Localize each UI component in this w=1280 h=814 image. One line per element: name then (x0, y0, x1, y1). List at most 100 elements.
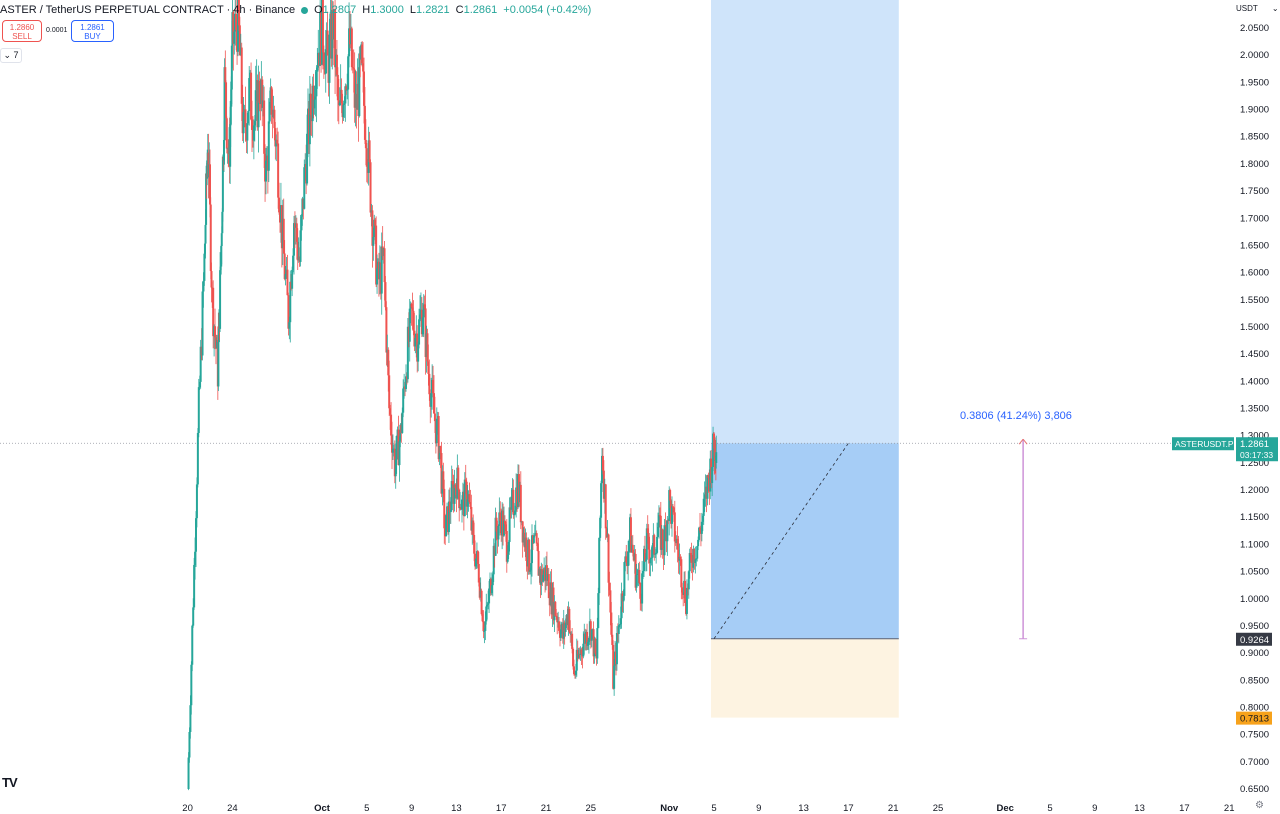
candle-body-298 (454, 484, 457, 489)
candle-body-356 (508, 507, 511, 542)
candle-body-159 (324, 49, 327, 74)
stop-badge-label: 0.7813 (1240, 714, 1269, 725)
candle-body-188 (351, 67, 354, 69)
buy-button[interactable]: 1.2861 BUY (71, 20, 114, 42)
candle-body-55 (229, 124, 232, 167)
currency-selector[interactable]: USDT ⌄ (1236, 4, 1279, 13)
candle-body-559 (698, 527, 701, 540)
candle-body-27 (209, 204, 212, 272)
candle-body-560 (699, 527, 701, 531)
candle-body-11 (197, 387, 200, 433)
candle-body-71 (242, 112, 245, 134)
symbol-title[interactable]: ASTER / TetherUS PERPETUAL CONTRACT · 4h… (0, 4, 296, 16)
y-tick-label-27: 0.7000 (1240, 757, 1269, 768)
candle-body-361 (513, 514, 516, 516)
candle-body-46 (223, 139, 225, 161)
candle-body-263 (421, 317, 424, 335)
candle-body-453 (599, 517, 602, 538)
candle-body-338 (491, 574, 494, 586)
candle-body-26 (209, 164, 211, 205)
y-tick-label-19: 1.1000 (1240, 539, 1269, 550)
candle-body-450 (596, 628, 599, 659)
candle-body-107 (276, 139, 279, 144)
candle-body-22 (206, 160, 209, 179)
candle-body-481 (625, 556, 628, 563)
y-tick-label-10: 1.5500 (1240, 295, 1269, 306)
candle-body-460 (605, 528, 608, 538)
candle-body-171 (335, 54, 338, 75)
candle-body-272 (430, 393, 433, 407)
candle-body-563 (701, 515, 704, 522)
candle-body-156 (321, 0, 324, 53)
candle-body-58 (230, 45, 233, 90)
change-value: +0.0054 (+0.42%) (503, 4, 592, 16)
current-price-label: 1.2861 (1240, 439, 1269, 450)
candle-body-323 (477, 563, 480, 583)
candle-body-255 (414, 337, 417, 347)
candle-body-101 (270, 87, 273, 115)
candle-body-294 (450, 481, 453, 511)
candle-body-484 (628, 540, 631, 552)
measure-label: 0.3806 (41.24%) 3,806 (960, 410, 1072, 422)
candle-body-387 (537, 550, 540, 576)
candle-body-291 (447, 501, 450, 533)
tradingview-logo[interactable]: TV (2, 775, 18, 790)
candle-body-16 (202, 280, 205, 292)
candle-body-435 (582, 643, 585, 657)
candle-body-562 (700, 521, 703, 534)
y-tick-label-8: 1.6500 (1240, 240, 1269, 251)
candle-body-360 (512, 489, 515, 515)
candle-body-146 (312, 85, 315, 109)
candle-body-406 (555, 615, 558, 617)
candle-body-239 (399, 424, 402, 442)
candle-body-187 (350, 28, 353, 68)
candle-body-63 (235, 14, 238, 30)
candle-body-84 (254, 90, 257, 121)
x-tick-label-0: 20 (182, 803, 193, 814)
candle-body-238 (398, 441, 401, 466)
symbol-tag-label: ASTERUSDT.P (1175, 439, 1234, 449)
candle-body-219 (380, 246, 383, 294)
y-tick-label-20: 1.0500 (1240, 567, 1269, 578)
sell-price: 1.2860 (9, 23, 35, 32)
currency-label: USDT (1236, 4, 1258, 13)
candle-body-488 (631, 544, 634, 553)
sell-button[interactable]: 1.2860 SELL (2, 20, 42, 42)
candle-body-329 (483, 630, 486, 632)
candle-body-430 (577, 653, 580, 658)
candle-body-501 (643, 548, 646, 562)
profit-zone (711, 443, 899, 639)
indicators-toggle-button[interactable]: ⌄ 7 (0, 48, 22, 63)
x-tick-label-16: Dec (996, 803, 1013, 814)
candle-body-125 (293, 223, 295, 256)
candle-body-230 (391, 435, 393, 453)
stop-badge-bg (1236, 711, 1272, 725)
candle-body-439 (586, 631, 589, 646)
candle-body-326 (480, 590, 483, 615)
candle-body-200 (363, 71, 365, 106)
y-tick-label-17: 1.2000 (1240, 485, 1269, 496)
candle-body-385 (535, 533, 538, 544)
candle-body-12 (198, 381, 201, 388)
low-value: 1.2821 (416, 4, 450, 16)
candle-body-79 (250, 72, 253, 120)
candle-body-475 (619, 618, 622, 625)
gear-icon[interactable]: ⚙ (1255, 800, 1264, 811)
x-tick-label-17: 5 (1047, 803, 1052, 814)
candle-body-509 (651, 545, 654, 559)
candle-body-169 (334, 9, 337, 68)
candle-body-358 (510, 496, 513, 510)
candle-body-320 (475, 558, 477, 567)
candle-body-181 (345, 86, 348, 91)
y-tick-label-0: 2.0500 (1240, 23, 1269, 34)
x-tick-label-3: 5 (364, 803, 369, 814)
sell-label: SELL (12, 32, 32, 41)
candle-body-370 (521, 521, 524, 543)
y-tick-label-7: 1.7000 (1240, 213, 1269, 224)
candle-body-492 (635, 574, 638, 588)
candle-body-574 (712, 433, 715, 467)
candle-body-98 (267, 121, 270, 171)
x-tick-label-15: 25 (933, 803, 944, 814)
candle-body-496 (639, 583, 642, 599)
